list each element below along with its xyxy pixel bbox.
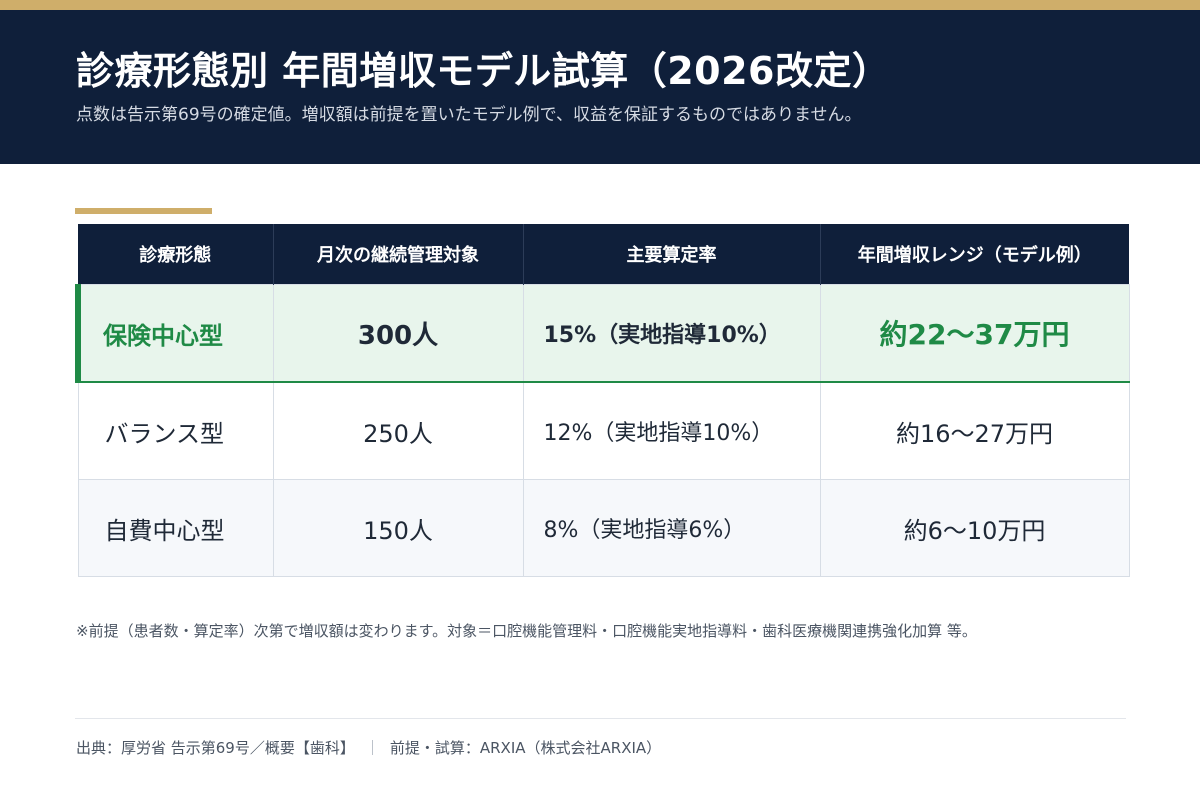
header-banner: 診療形態別 年間増収モデル試算（2026改定） 点数は告示第69号の確定値。増収… (0, 10, 1200, 164)
table-row-self-pay-focused: 自費中心型 150人 8%（実地指導6%） 約6〜10万円 (77, 479, 1130, 577)
footer-separator: ｜ (364, 739, 380, 757)
cell-patient-count: 250人 (272, 381, 524, 480)
source-footer: 出典：厚労省 告示第69号／概要【歯科】 ｜ 前提・試算：ARXIA（株式会社ARX… (76, 737, 661, 758)
cell-revenue-range: 約16〜27万円 (819, 381, 1130, 480)
footer-divider (75, 718, 1126, 719)
cell-revenue-range: 約6〜10万円 (819, 479, 1130, 577)
table-row-balanced: バランス型 250人 12%（実地指導10%） 約16〜27万円 (77, 381, 1130, 480)
table-row-insurance-focused: 保険中心型 300人 15%（実地指導10%） 約22〜37万円 (75, 284, 1130, 383)
cell-practice-type: バランス型 (77, 381, 274, 480)
calculation-credit: 前提・試算：ARXIA（株式会社ARXIA） (389, 739, 662, 757)
cell-billing-rate: 12%（実地指導10%） (522, 381, 821, 480)
cell-practice-type: 自費中心型 (77, 479, 274, 577)
source-citation: 出典：厚労省 告示第69号／概要【歯科】 (76, 739, 355, 757)
page-title: 診療形態別 年間増収モデル試算（2026改定） (76, 49, 891, 93)
column-header-rate: 主要算定率 (523, 224, 821, 285)
cell-billing-rate: 15%（実地指導10%） (522, 284, 821, 383)
cell-practice-type: 保険中心型 (75, 284, 274, 383)
column-header-range: 年間増収レンジ（モデル例） (820, 224, 1129, 285)
section-accent-bar (75, 208, 212, 214)
cell-patient-count: 150人 (272, 479, 524, 577)
cell-patient-count: 300人 (272, 284, 524, 383)
top-accent-bar (0, 0, 1200, 10)
cell-revenue-range: 約22〜37万円 (819, 284, 1130, 383)
page-subtitle: 点数は告示第69号の確定値。増収額は前提を置いたモデル例で、収益を保証するもので… (76, 105, 862, 125)
table-header-row: 診療形態 月次の継続管理対象 主要算定率 年間増収レンジ（モデル例） (78, 224, 1129, 285)
assumption-note: ※前提（患者数・算定率）次第で増収額は変わります。対象＝口腔機能管理料・口腔機能… (76, 622, 977, 640)
cell-billing-rate: 8%（実地指導6%） (522, 479, 821, 577)
column-header-patients: 月次の継続管理対象 (273, 224, 524, 285)
revenue-model-table: 診療形態 月次の継続管理対象 主要算定率 年間増収レンジ（モデル例） 保険中心型… (75, 224, 1130, 577)
column-header-type: 診療形態 (78, 224, 274, 285)
